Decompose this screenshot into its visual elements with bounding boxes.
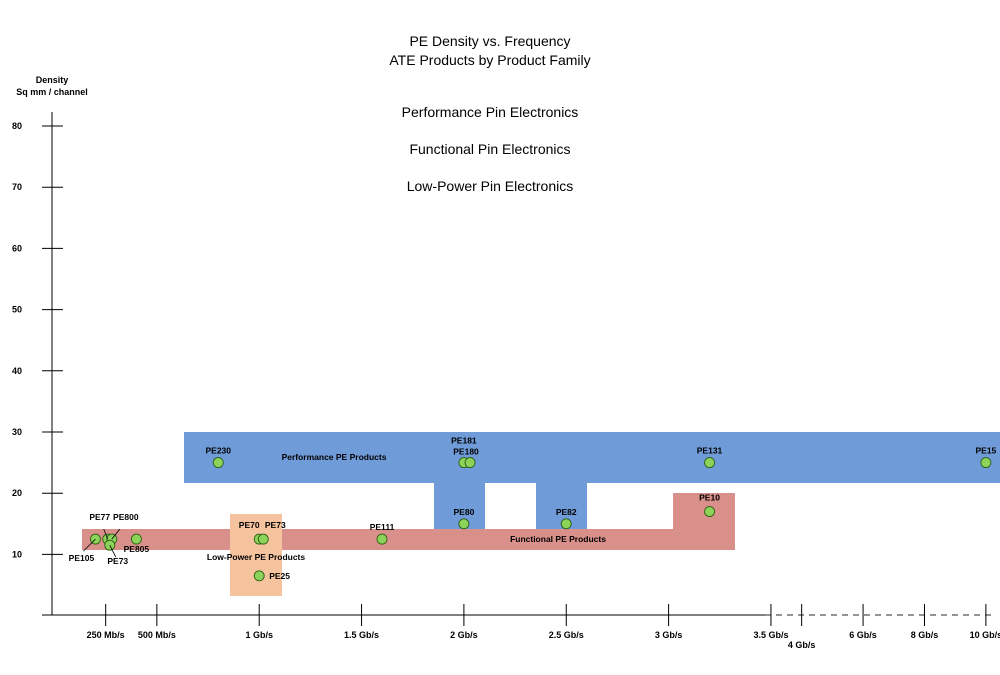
data-point-label: PE131	[697, 446, 723, 456]
x-tick-label: 8 Gb/s	[911, 630, 939, 640]
data-point-pe180	[464, 457, 476, 469]
data-point-pe82	[560, 518, 572, 530]
y-tick-label: 10	[12, 549, 22, 559]
y-tick-label: 80	[12, 121, 22, 131]
data-point-pe111	[376, 533, 388, 545]
data-point-label: PE82	[556, 507, 577, 517]
data-point-pe15	[980, 457, 992, 469]
data-point-pe805	[130, 533, 142, 545]
x-tick-label: 2 Gb/s	[450, 630, 478, 640]
legend-entry-low-power: Low-Power Pin Electronics	[407, 178, 574, 194]
leader-line	[111, 528, 121, 540]
data-point-pe73	[257, 533, 269, 545]
data-point-label: PE77	[89, 512, 110, 522]
y-tick-label: 70	[12, 182, 22, 192]
legend-entry-functional: Functional Pin Electronics	[409, 141, 570, 157]
y-tick-label: 60	[12, 243, 22, 253]
leader-line	[83, 538, 96, 552]
legend-entry-performance: Performance Pin Electronics	[402, 104, 579, 120]
data-point-label: PE180	[453, 447, 479, 457]
data-point-label: PE805	[124, 544, 150, 554]
y-tick-label: 20	[12, 488, 22, 498]
region-low-power	[230, 514, 282, 596]
x-tick-label: 6 Gb/s	[849, 630, 877, 640]
data-point-label: PE73	[107, 556, 128, 566]
data-point-label: PE25	[269, 571, 290, 581]
data-point-label: PE80	[454, 507, 475, 517]
data-point-pe80	[458, 518, 470, 530]
x-ticks: 250 Mb/s 500 Mb/s 1 Gb/s 1.5 Gb/s 2 Gb/s 2.5 …	[87, 604, 1000, 650]
data-point-label: PE105	[69, 553, 95, 563]
y-axis-label-line1: Density	[36, 75, 69, 85]
data-point-pe10	[704, 506, 715, 518]
data-point-label: PE111	[370, 522, 395, 532]
x-tick-label: 10 Gb/s	[970, 630, 1000, 640]
leader-line	[109, 545, 117, 558]
data-point-pe25	[253, 570, 265, 582]
data-point-label: PE15	[975, 446, 996, 456]
x-tick-label: 3.5 Gb/s	[753, 630, 788, 640]
y-tick-label: 50	[12, 305, 22, 315]
region-performance	[184, 432, 1000, 531]
region-group	[82, 432, 1000, 596]
y-tick-label: 40	[12, 366, 22, 376]
data-point-pe230	[212, 457, 224, 469]
leader-line	[103, 528, 109, 540]
region-label-low-power: Low-Power PE Products	[207, 552, 306, 562]
y-ticks: 80 70 60 50 40 30 20 10	[12, 121, 63, 559]
data-point-labels: PE105 PE77 PE800 PE73 PE805 PE230 PE70 PE73 PE25…	[69, 436, 997, 581]
data-point-label: PE70	[239, 520, 260, 530]
data-point-label: PE10	[699, 493, 720, 503]
x-tick-label: 2.5 Gb/s	[549, 630, 584, 640]
region-label-functional: Functional PE Products	[510, 534, 606, 544]
x-tick-label: 1.5 Gb/s	[344, 630, 379, 640]
y-axis-label-line2: Sq mm / channel	[16, 87, 88, 97]
region-label-performance: Performance PE Products	[282, 452, 387, 462]
region-functional	[82, 493, 735, 550]
x-tick-label: 250 Mb/s	[87, 630, 125, 640]
x-tick-label: 3 Gb/s	[655, 630, 683, 640]
data-point-label: PE73	[265, 520, 286, 530]
chart-subtitle: ATE Products by Product Family	[389, 52, 590, 68]
data-point-label: PE230	[205, 446, 231, 456]
data-points	[89, 457, 992, 582]
x-tick-label: 1 Gb/s	[245, 630, 273, 640]
data-point-pe131	[704, 457, 715, 469]
data-point-label: PE800	[113, 512, 139, 522]
y-tick-label: 30	[12, 427, 22, 437]
x-tick-label: 500 Mb/s	[138, 630, 176, 640]
chart-title: PE Density vs. Frequency	[409, 33, 570, 49]
x-tick-label: 4 Gb/s	[788, 640, 816, 650]
data-point-label: PE181	[451, 436, 477, 446]
